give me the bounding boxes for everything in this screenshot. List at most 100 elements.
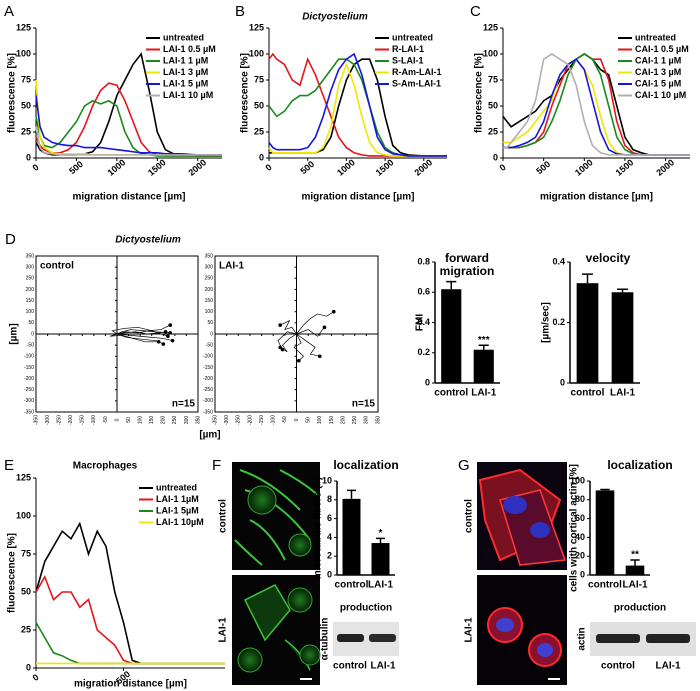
panel-letter: C xyxy=(470,3,481,20)
y-tick-label: 20 xyxy=(575,551,585,561)
trajectory-end xyxy=(322,325,327,330)
trajectory-end xyxy=(161,342,166,346)
x-tick-label: 2000 xyxy=(412,157,434,178)
x-tick-label: LAI-1 xyxy=(368,580,393,591)
legend-label: R-Am-LAI-1 xyxy=(392,67,442,77)
y-tick-label: 80 xyxy=(575,494,585,504)
chart-title: localization xyxy=(333,459,399,472)
data-line xyxy=(503,53,690,156)
micrograph-g-control xyxy=(477,462,567,570)
y-tick-label: 8 xyxy=(327,494,332,504)
y-tick-label: 125 xyxy=(16,472,31,482)
y-tick-label: -300 xyxy=(203,398,213,404)
y-tick-label: 100 xyxy=(483,48,498,58)
y-tick-label: 2 xyxy=(327,551,332,561)
blot-lane-label: LAI-1 xyxy=(656,661,681,672)
y-tick-label: -100 xyxy=(24,354,34,360)
panel-letter: A xyxy=(4,3,14,20)
y-axis-label: microtubule fibers (#) xyxy=(313,477,324,579)
x-tick-label: -250 xyxy=(236,415,242,425)
trajectory-end xyxy=(280,347,285,352)
error-bar xyxy=(376,537,385,544)
x-tick-label: LAI-1 xyxy=(471,388,496,399)
x-tick-label: 2000 xyxy=(654,157,676,178)
y-axis-label: fluorescence [%] xyxy=(474,53,485,133)
y-tick-label: -350 xyxy=(203,409,213,415)
y-tick-label: 50 xyxy=(21,100,31,110)
trajectory xyxy=(116,324,171,335)
x-tick-label: 0 xyxy=(30,162,40,173)
x-tick-label: control xyxy=(434,388,468,399)
x-tick-label: LAI-1 xyxy=(610,388,635,399)
blot-title: production xyxy=(340,603,392,614)
x-tick-label: -100 xyxy=(271,415,277,425)
data-line xyxy=(268,62,447,157)
legend-label: LAI-1 3 µM xyxy=(163,67,208,77)
x-tick-label: 0 xyxy=(30,672,40,683)
y-tick-label: 200 xyxy=(205,287,214,293)
x-axis-label: migration distance [µm] xyxy=(73,192,186,203)
y-tick-label: 75 xyxy=(488,74,498,84)
panel-letter: G xyxy=(458,457,470,474)
x-tick-label: 0 xyxy=(114,418,120,421)
y-tick-label: 0 xyxy=(425,377,430,387)
y-tick-label: 350 xyxy=(205,253,214,259)
data-line xyxy=(35,99,222,157)
y-tick-label: -250 xyxy=(24,387,34,393)
y-tick-label: 125 xyxy=(16,22,31,32)
bar xyxy=(595,490,615,575)
y-tick-label: 25 xyxy=(254,126,264,136)
x-tick-label: 1000 xyxy=(573,157,595,178)
western-blot-actin xyxy=(590,622,696,656)
legend-label: CAI-1 10 µM xyxy=(635,90,686,100)
error-bar xyxy=(347,489,356,499)
y-tick-label: -50 xyxy=(206,342,213,348)
x-tick-label: 500 xyxy=(67,159,85,176)
x-tick-label: -50 xyxy=(282,416,288,423)
y-tick-label: 125 xyxy=(249,22,264,32)
x-tick-label: 1500 xyxy=(146,157,168,178)
significance: ** xyxy=(631,550,639,561)
x-tick-label: 2000 xyxy=(186,157,208,178)
blot-lane-label: control xyxy=(333,661,367,672)
x-tick-label: -300 xyxy=(45,415,51,425)
x-tick-label: 50 xyxy=(126,417,132,423)
x-tick-label: -50 xyxy=(103,416,109,423)
chart-title: localization xyxy=(607,459,673,472)
y-tick-label: 0 xyxy=(560,377,565,387)
annotation: n=15 xyxy=(352,399,376,410)
x-tick-label: 50 xyxy=(305,417,311,423)
x-tick-label: -300 xyxy=(224,415,230,425)
x-tick-label: -200 xyxy=(68,415,74,425)
x-tick-label: 300 xyxy=(184,416,190,425)
data-line xyxy=(268,52,447,157)
chart-title: Dictyostelium xyxy=(115,235,181,246)
significance: * xyxy=(379,528,383,539)
bar xyxy=(625,565,645,575)
data-line xyxy=(35,126,222,156)
y-tick-label: 50 xyxy=(21,586,31,596)
blot-lane-label: LAI-1 xyxy=(371,661,396,672)
error-bar xyxy=(600,488,610,491)
y-tick-label: 0.8 xyxy=(417,256,430,266)
image-label: control xyxy=(218,499,229,533)
y-tick-label: 50 xyxy=(207,320,213,326)
x-tick-label: 500 xyxy=(298,159,316,176)
annotation: n=15 xyxy=(172,399,196,410)
error-bar xyxy=(478,344,489,350)
legend-label: untreated xyxy=(392,32,433,42)
trajectory xyxy=(293,333,304,361)
y-tick-label: 25 xyxy=(21,126,31,136)
trajectory xyxy=(280,319,297,335)
x-tick-label: 200 xyxy=(161,416,167,425)
error-bar xyxy=(582,273,593,284)
y-tick-label: 25 xyxy=(488,126,498,136)
x-tick-label: control xyxy=(335,580,369,591)
chart-title-box: localization xyxy=(333,459,399,472)
data-line xyxy=(35,521,225,665)
y-tick-label: 100 xyxy=(570,475,585,485)
panel-letter: B xyxy=(235,3,245,20)
plot-label: control xyxy=(40,261,74,272)
y-tick-label: 125 xyxy=(483,22,498,32)
